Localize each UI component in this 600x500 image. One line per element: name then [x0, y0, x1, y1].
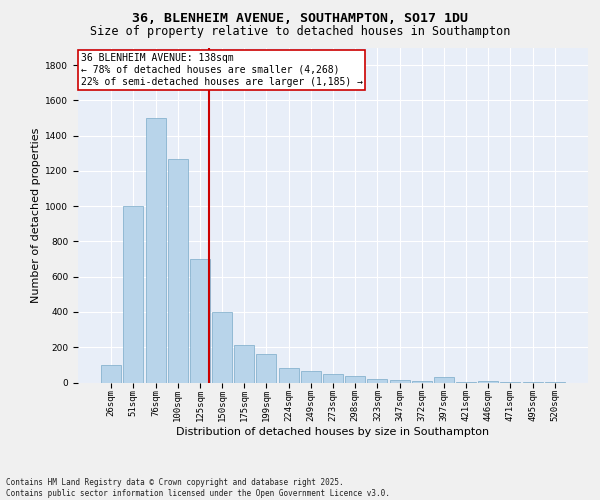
Bar — [190, 259, 210, 382]
Bar — [478, 380, 498, 382]
Text: 36 BLENHEIM AVENUE: 138sqm
← 78% of detached houses are smaller (4,268)
22% of s: 36 BLENHEIM AVENUE: 138sqm ← 78% of deta… — [80, 52, 362, 88]
Bar — [389, 380, 410, 382]
Bar — [101, 365, 121, 382]
Bar — [345, 376, 365, 382]
Bar — [434, 377, 454, 382]
X-axis label: Distribution of detached houses by size in Southampton: Distribution of detached houses by size … — [176, 426, 490, 436]
Bar — [212, 312, 232, 382]
Bar — [367, 379, 388, 382]
Bar — [278, 368, 299, 382]
Bar — [124, 206, 143, 382]
Bar — [146, 118, 166, 382]
Text: Size of property relative to detached houses in Southampton: Size of property relative to detached ho… — [90, 25, 510, 38]
Text: 36, BLENHEIM AVENUE, SOUTHAMPTON, SO17 1DU: 36, BLENHEIM AVENUE, SOUTHAMPTON, SO17 1… — [132, 12, 468, 26]
Bar — [168, 158, 188, 382]
Text: Contains HM Land Registry data © Crown copyright and database right 2025.
Contai: Contains HM Land Registry data © Crown c… — [6, 478, 390, 498]
Bar — [323, 374, 343, 382]
Bar — [301, 371, 321, 382]
Bar — [412, 380, 432, 382]
Y-axis label: Number of detached properties: Number of detached properties — [31, 128, 41, 302]
Bar — [256, 354, 277, 382]
Bar — [234, 346, 254, 383]
